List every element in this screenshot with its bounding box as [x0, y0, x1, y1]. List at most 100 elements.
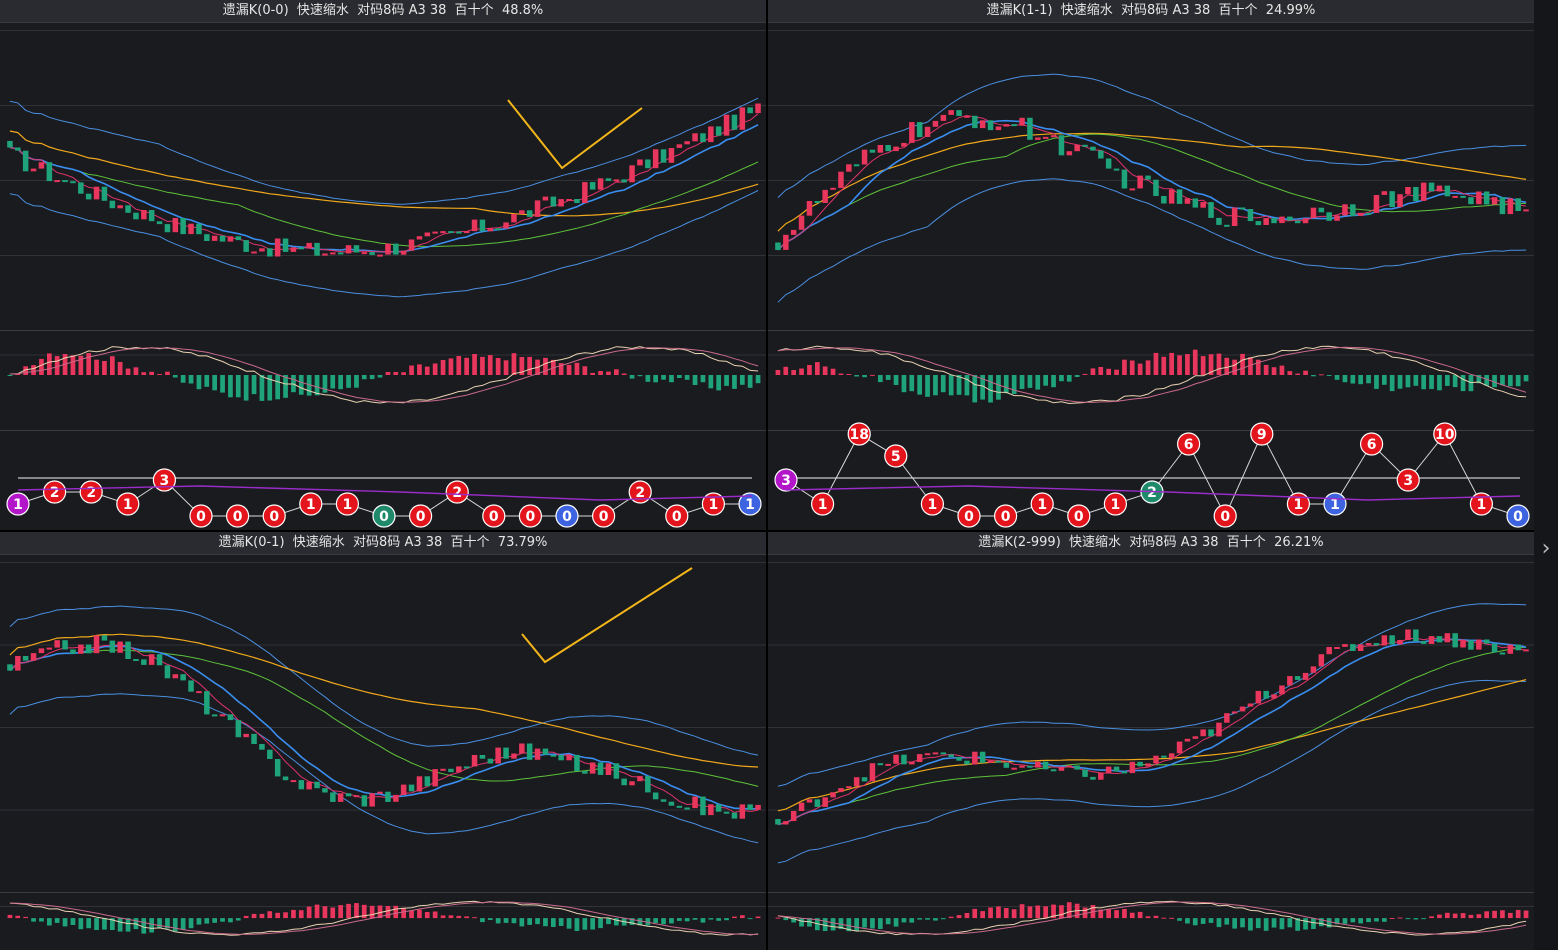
candle-up: [148, 654, 155, 665]
candle-down: [731, 114, 738, 130]
macd-bar-down: [180, 918, 186, 930]
candle-down: [1003, 762, 1010, 768]
lower-band-line: [777, 679, 1527, 864]
macd-bar-up: [956, 915, 962, 919]
macd-bar-up: [1397, 917, 1403, 919]
candle-up: [885, 763, 891, 766]
candle-down: [1074, 765, 1080, 770]
candle-up: [1507, 644, 1514, 654]
panel-divider-vertical: [766, 0, 768, 950]
ball-circle: [591, 504, 616, 528]
candle-down: [227, 714, 234, 721]
candle-up: [708, 126, 714, 143]
macd-bar-up: [117, 362, 123, 375]
macd-bar-down: [330, 375, 336, 389]
macd-bar-down: [885, 918, 891, 925]
candle-up: [1523, 209, 1529, 212]
macd-bar-up: [775, 370, 781, 375]
macd-bar-down: [188, 918, 194, 929]
macd-bar-up: [1200, 356, 1206, 375]
candle-down: [1098, 150, 1104, 159]
candle-up: [708, 804, 714, 816]
macd-bar-down: [346, 375, 351, 388]
candle-up: [46, 647, 53, 650]
macd-bar-down: [361, 375, 367, 380]
macd-bar-down: [338, 375, 343, 390]
candle-down: [621, 179, 627, 183]
candle-down: [85, 644, 92, 654]
candle-down: [550, 196, 557, 207]
macd-bar-down: [1397, 375, 1403, 389]
candle-down: [1082, 769, 1088, 777]
macd-bar-up: [870, 374, 875, 376]
macd-bar-up: [23, 916, 28, 919]
macd-bar-down: [933, 918, 938, 921]
candle-down: [243, 240, 249, 252]
macd-bar-down: [629, 918, 635, 925]
candle-up: [54, 640, 60, 648]
macd-bar-up: [1515, 909, 1521, 919]
macd-bar-up: [822, 366, 828, 375]
macd-bar-down: [807, 918, 812, 927]
candle-up: [629, 165, 635, 183]
macd-bar-down: [495, 918, 501, 924]
candle-up: [306, 781, 312, 790]
candle-up: [1287, 676, 1293, 686]
candle-up: [893, 754, 899, 764]
chevron-right-icon[interactable]: ›: [1541, 536, 1551, 561]
macd-bar-up: [314, 904, 320, 919]
macd-bar-up: [125, 368, 131, 375]
chart-panel-1-1[interactable]: 遗漏K(1-1) 快速缩水 对码8码 A3 38 百十个 24.99% 3 1 18…: [768, 0, 1534, 530]
candle-up: [798, 215, 805, 230]
omission-ball: 0: [1506, 504, 1530, 528]
macd-bar-down: [527, 918, 532, 925]
macd-bar-down: [1405, 918, 1411, 920]
ball-circle: [994, 504, 1018, 528]
macd-bar-down: [574, 918, 580, 931]
candle-down: [22, 150, 29, 172]
macd-bar-up: [1145, 916, 1151, 919]
macd-bar-down: [1027, 375, 1033, 388]
candlestick-chart[interactable]: [768, 532, 1534, 950]
candlestick-chart[interactable]: [0, 532, 766, 950]
ball-value: 0: [562, 509, 572, 525]
candle-up: [1476, 191, 1482, 205]
macd-bar-down: [1374, 918, 1379, 922]
candle-up: [972, 751, 978, 765]
omission-ball: 1: [1469, 492, 1494, 516]
macd-bar-down: [558, 918, 564, 926]
macd-bar-up: [519, 357, 525, 375]
ball-value: 2: [86, 485, 96, 501]
macd-bar-down: [661, 375, 666, 380]
ball-circle: [116, 492, 140, 516]
candlestick-chart[interactable]: 1 2 2 1 3 0 0 0 1 1 0 0 2 0 0 0 0 2 0 1 1: [0, 0, 766, 530]
chart-panel-0-1[interactable]: 遗漏K(0-1) 快速缩水 对码8码 A3 38 百十个 73.79%: [0, 532, 766, 950]
candle-up: [188, 223, 194, 235]
chart-panel-0-0[interactable]: 遗漏K(0-0) 快速缩水 对码8码 A3 38 百十个 48.8% 1 2 2 1 3…: [0, 0, 766, 530]
candle-down: [814, 799, 821, 807]
macd-bar-up: [1129, 360, 1135, 375]
macd-bar-down: [275, 375, 280, 400]
macd-bar-up: [1240, 353, 1245, 375]
candle-up: [1066, 151, 1073, 156]
macd-bar-down: [854, 918, 859, 932]
macd-bar-down: [893, 375, 899, 385]
candle-down: [574, 199, 580, 203]
candle-up: [290, 247, 297, 252]
macd-bar-up: [1460, 913, 1466, 919]
candle-up: [948, 110, 954, 115]
macd-bar-down: [870, 918, 875, 929]
candle-up: [822, 189, 828, 203]
chart-panel-2-999[interactable]: 遗漏K(2-999) 快速缩水 对码8码 A3 38 百十个 26.21%: [768, 532, 1534, 950]
ball-value: 18: [849, 427, 868, 443]
ball-value: 0: [379, 509, 389, 525]
omission-ball: 1: [701, 492, 726, 516]
macd-bar-down: [940, 375, 946, 393]
candle-up: [1098, 772, 1104, 780]
candle-up: [511, 214, 517, 223]
candle-up: [30, 653, 37, 661]
candle-down: [479, 755, 486, 759]
candle-down: [133, 212, 139, 220]
candle-down: [861, 777, 868, 782]
